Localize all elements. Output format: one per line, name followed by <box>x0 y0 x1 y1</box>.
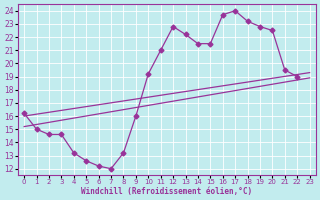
X-axis label: Windchill (Refroidissement éolien,°C): Windchill (Refroidissement éolien,°C) <box>81 187 252 196</box>
